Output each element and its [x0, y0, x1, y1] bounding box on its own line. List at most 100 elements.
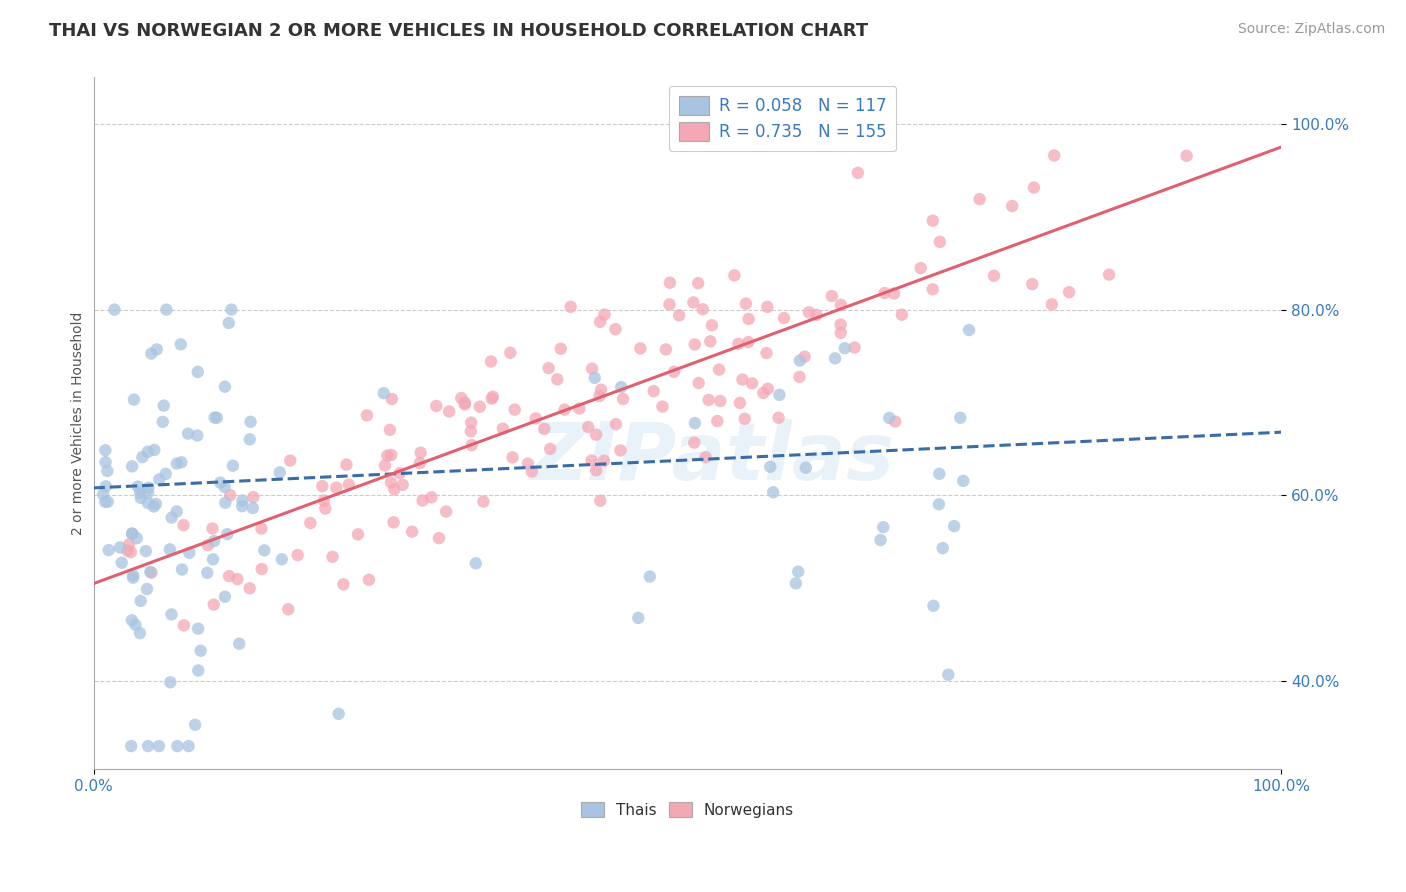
Point [969, 192, 991, 206]
Point [94, 443, 117, 458]
Point [683, 435, 706, 450]
Point [152, 415, 174, 429]
Point [129, 485, 152, 500]
Point [382, 483, 405, 497]
Point [145, 343, 167, 357]
Point [581, 453, 603, 467]
Point [253, 543, 276, 558]
Point [785, 576, 807, 591]
Point [299, 516, 322, 530]
Point [588, 389, 610, 403]
Point [877, 411, 900, 425]
Point [187, 664, 209, 678]
Point [869, 533, 891, 547]
Point [952, 474, 974, 488]
Point [94, 455, 117, 469]
Point [218, 316, 240, 330]
Point [374, 458, 396, 473]
Point [728, 396, 751, 410]
Point [806, 308, 828, 322]
Point [709, 394, 731, 409]
Point [186, 428, 208, 442]
Point [420, 491, 443, 505]
Point [830, 318, 852, 332]
Point [931, 541, 953, 555]
Point [141, 566, 163, 580]
Point [568, 401, 591, 416]
Point [124, 617, 146, 632]
Point [269, 466, 291, 480]
Point [159, 675, 181, 690]
Point [890, 308, 912, 322]
Point [184, 718, 207, 732]
Point [768, 410, 790, 425]
Point [752, 385, 775, 400]
Point [97, 543, 120, 558]
Point [195, 566, 218, 580]
Point [503, 402, 526, 417]
Point [356, 409, 378, 423]
Point [131, 450, 153, 464]
Point [695, 450, 717, 465]
Point [756, 300, 779, 314]
Point [983, 268, 1005, 283]
Point [460, 416, 482, 430]
Point [160, 510, 183, 524]
Point [768, 388, 790, 402]
Point [682, 295, 704, 310]
Point [155, 302, 177, 317]
Point [94, 479, 117, 493]
Point [170, 337, 193, 351]
Point [179, 546, 201, 560]
Point [554, 402, 576, 417]
Point [177, 739, 200, 753]
Point [520, 465, 543, 479]
Point [120, 739, 142, 753]
Point [472, 494, 495, 508]
Legend: Thais, Norwegians: Thais, Norwegians [575, 796, 800, 824]
Point [560, 300, 582, 314]
Point [239, 415, 262, 429]
Point [638, 569, 661, 583]
Point [727, 336, 749, 351]
Point [136, 496, 159, 510]
Point [214, 480, 236, 494]
Point [846, 166, 869, 180]
Point [166, 457, 188, 471]
Point [231, 493, 253, 508]
Point [96, 464, 118, 478]
Point [231, 500, 253, 514]
Point [538, 442, 561, 456]
Point [335, 458, 357, 472]
Point [166, 739, 188, 753]
Point [821, 289, 844, 303]
Point [662, 365, 685, 379]
Point [129, 491, 152, 505]
Point [139, 565, 162, 579]
Point [121, 526, 143, 541]
Point [136, 445, 159, 459]
Point [454, 397, 477, 411]
Point [250, 562, 273, 576]
Text: ZIPatlas: ZIPatlas [529, 419, 894, 497]
Point [190, 644, 212, 658]
Point [170, 455, 193, 469]
Point [581, 361, 603, 376]
Point [949, 410, 972, 425]
Point [219, 488, 242, 502]
Point [328, 706, 350, 721]
Point [111, 556, 134, 570]
Point [197, 538, 219, 552]
Point [610, 380, 633, 394]
Point [943, 519, 966, 533]
Point [187, 365, 209, 379]
Point [427, 531, 450, 545]
Point [378, 423, 401, 437]
Point [148, 739, 170, 753]
Point [409, 456, 432, 470]
Point [450, 391, 472, 405]
Point [794, 460, 817, 475]
Point [380, 448, 402, 462]
Point [138, 481, 160, 495]
Point [205, 410, 228, 425]
